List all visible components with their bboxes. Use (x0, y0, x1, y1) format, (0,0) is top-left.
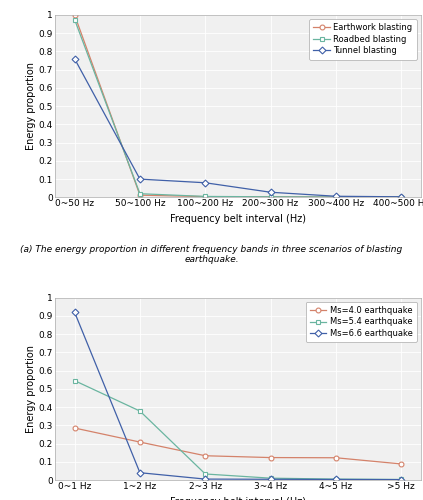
Earthwork blasting (399, 194, 404, 200)
Ms=4.0 earthquake (72, 425, 77, 431)
Ms=4.0 earthquake (399, 461, 404, 467)
Roadbed blasting (268, 194, 273, 200)
X-axis label: Frequency belt interval (Hz): Frequency belt interval (Hz) (170, 496, 306, 500)
Ms=4.0 earthquake (333, 455, 338, 461)
Line: Earthwork blasting: Earthwork blasting (72, 12, 404, 200)
Tunnel blasting (137, 176, 143, 182)
Tunnel blasting (333, 194, 338, 200)
Line: Tunnel blasting: Tunnel blasting (72, 56, 404, 199)
Line: Roadbed blasting: Roadbed blasting (72, 17, 404, 200)
Ms=6.6 earthquake (203, 476, 208, 482)
Y-axis label: Energy proportion: Energy proportion (26, 62, 36, 150)
Ms=4.0 earthquake (268, 454, 273, 460)
Line: Ms=6.6 earthquake: Ms=6.6 earthquake (72, 310, 404, 482)
Roadbed blasting (333, 194, 338, 200)
Ms=6.6 earthquake (72, 309, 77, 315)
Line: Ms=5.4 earthquake: Ms=5.4 earthquake (72, 378, 404, 482)
Text: (a) The energy proportion in different frequency bands in three scenarios of bla: (a) The energy proportion in different f… (20, 245, 403, 264)
Legend: Ms=4.0 earthquake, Ms=5.4 earthquake, Ms=6.6 earthquake: Ms=4.0 earthquake, Ms=5.4 earthquake, Ms… (305, 302, 417, 342)
Ms=5.4 earthquake (268, 475, 273, 481)
Roadbed blasting (72, 16, 77, 22)
Ms=6.6 earthquake (399, 476, 404, 482)
Ms=4.0 earthquake (137, 439, 143, 445)
Ms=6.6 earthquake (137, 470, 143, 476)
Tunnel blasting (268, 189, 273, 195)
Tunnel blasting (203, 180, 208, 186)
Earthwork blasting (333, 194, 338, 200)
Tunnel blasting (72, 56, 77, 62)
Ms=4.0 earthquake (203, 452, 208, 458)
Legend: Earthwork blasting, Roadbed blasting, Tunnel blasting: Earthwork blasting, Roadbed blasting, Tu… (309, 19, 417, 59)
Ms=5.4 earthquake (137, 408, 143, 414)
Roadbed blasting (203, 194, 208, 200)
Earthwork blasting (72, 12, 77, 18)
Tunnel blasting (399, 194, 404, 200)
Roadbed blasting (399, 194, 404, 200)
Y-axis label: Energy proportion: Energy proportion (26, 345, 36, 433)
X-axis label: Frequency belt interval (Hz): Frequency belt interval (Hz) (170, 214, 306, 224)
Ms=5.4 earthquake (203, 471, 208, 477)
Earthwork blasting (268, 194, 273, 200)
Ms=5.4 earthquake (333, 476, 338, 482)
Earthwork blasting (203, 194, 208, 200)
Roadbed blasting (137, 190, 143, 196)
Ms=5.4 earthquake (72, 378, 77, 384)
Ms=6.6 earthquake (333, 476, 338, 482)
Ms=5.4 earthquake (399, 476, 404, 482)
Ms=6.6 earthquake (268, 476, 273, 482)
Line: Ms=4.0 earthquake: Ms=4.0 earthquake (72, 426, 404, 467)
Earthwork blasting (137, 192, 143, 198)
